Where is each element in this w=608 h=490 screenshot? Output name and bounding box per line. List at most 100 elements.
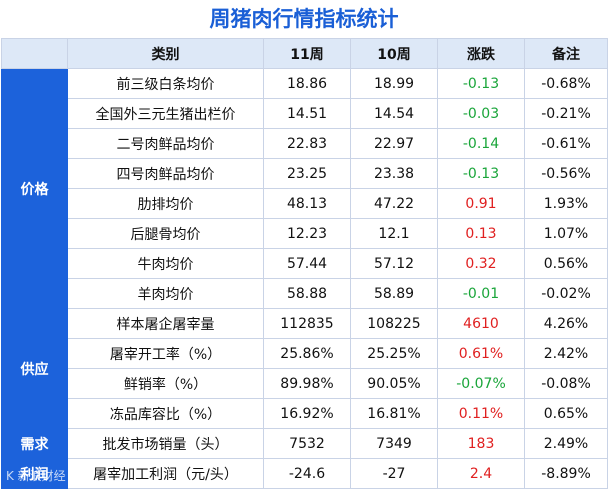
group-label: 价格 xyxy=(1,68,68,309)
note-cell: -0.56% xyxy=(524,158,608,189)
week-10-cell: 57.12 xyxy=(350,248,438,279)
note-cell: -0.02% xyxy=(524,278,608,309)
week-11-cell: 58.88 xyxy=(263,278,351,309)
change-cell: 0.91 xyxy=(437,188,525,219)
week-11-cell: 7532 xyxy=(263,428,351,459)
week-10-cell: 23.38 xyxy=(350,158,438,189)
week-10-cell: 47.22 xyxy=(350,188,438,219)
week-11-cell: 18.86 xyxy=(263,68,351,99)
row-name-cell: 冻品库容比（%） xyxy=(67,398,264,429)
note-cell: -8.89% xyxy=(524,458,608,489)
row-name-cell: 批发市场销量（头） xyxy=(67,428,264,459)
week-10-cell: 7349 xyxy=(350,428,438,459)
week-11-cell: 57.44 xyxy=(263,248,351,279)
week-10-cell: 18.99 xyxy=(350,68,438,99)
change-cell: 4610 xyxy=(437,308,525,339)
table-row: 鲜销率（%） 89.98% 90.05% -0.07% -0.08% xyxy=(2,368,608,399)
change-cell: -0.13 xyxy=(437,68,525,99)
header-category: 类别 xyxy=(67,38,264,69)
week-10-cell: 12.1 xyxy=(350,218,438,249)
note-cell: -0.61% xyxy=(524,128,608,159)
change-cell: 0.32 xyxy=(437,248,525,279)
group-label: 需求 xyxy=(1,428,68,459)
change-cell: 183 xyxy=(437,428,525,459)
row-name-cell: 后腿骨均价 xyxy=(67,218,264,249)
table-row: 供应 样本屠企屠宰量 112835 108225 4610 4.26% xyxy=(1,308,608,429)
week-10-cell: 22.97 xyxy=(350,128,438,159)
note-cell: 2.49% xyxy=(524,428,608,459)
week-10-cell: 108225 xyxy=(350,308,438,339)
week-11-cell: 89.98% xyxy=(263,368,351,399)
week-11-cell: 48.13 xyxy=(263,188,351,219)
note-cell: 4.26% xyxy=(524,308,608,339)
watermark: K 新浪财经 xyxy=(6,469,66,483)
note-cell: 1.07% xyxy=(524,218,608,249)
row-name-cell: 鲜销率（%） xyxy=(67,368,264,399)
table-row: 羊肉均价 58.88 58.89 -0.01 -0.02% xyxy=(2,278,608,309)
header-note: 备注 xyxy=(524,38,608,69)
week-10-cell: 90.05% xyxy=(350,368,438,399)
week-10-cell: 25.25% xyxy=(350,338,438,369)
change-cell: -0.13 xyxy=(437,158,525,189)
change-cell: 0.11% xyxy=(437,398,525,429)
table-row: 全国外三元生猪出栏价 14.51 14.54 -0.03 -0.21% xyxy=(2,98,608,129)
group-label: 供应 xyxy=(1,308,68,429)
change-cell: 2.4 xyxy=(437,458,525,489)
week-11-cell: 12.23 xyxy=(263,218,351,249)
row-name-cell: 牛肉均价 xyxy=(67,248,264,279)
table-body: 价格 前三级白条均价 18.86 18.99 -0.13 -0.68% 全国外三元生猪出栏价… xyxy=(1,68,608,489)
row-name-cell: 前三级白条均价 xyxy=(67,68,264,99)
note-cell: -0.21% xyxy=(524,98,608,129)
header-change: 涨跌 xyxy=(437,38,525,69)
row-name-cell: 二号肉鲜品均价 xyxy=(67,128,264,159)
note-cell: 2.42% xyxy=(524,338,608,369)
change-cell: 0.13 xyxy=(437,218,525,249)
table-row: 肋排均价 48.13 47.22 0.91 1.93% xyxy=(2,188,608,219)
note-cell: 1.93% xyxy=(524,188,608,219)
table-row: 利润 屠宰加工利润（元/头） -24.6 -27 2.4 -8.89% xyxy=(1,458,608,489)
change-cell: -0.03 xyxy=(437,98,525,129)
week-10-cell: 58.89 xyxy=(350,278,438,309)
week-11-cell: 23.25 xyxy=(263,158,351,189)
change-cell: 0.61% xyxy=(437,338,525,369)
table-row: 冻品库容比（%） 16.92% 16.81% 0.11% 0.65% xyxy=(2,398,608,429)
row-name-cell: 样本屠企屠宰量 xyxy=(67,308,264,339)
header-week-10: 10周 xyxy=(350,38,438,69)
change-cell: -0.01 xyxy=(437,278,525,309)
week-10-cell: -27 xyxy=(350,458,438,489)
row-name-cell: 四号肉鲜品均价 xyxy=(67,158,264,189)
note-cell: 0.56% xyxy=(524,248,608,279)
week-11-cell: 14.51 xyxy=(263,98,351,129)
table-header-row: 类别 11周 10周 涨跌 备注 xyxy=(1,38,608,69)
header-week-11: 11周 xyxy=(263,38,351,69)
table-row: 二号肉鲜品均价 22.83 22.97 -0.14 -0.61% xyxy=(2,128,608,159)
page-title: 周猪肉行情指标统计 xyxy=(209,7,399,31)
row-name-cell: 全国外三元生猪出栏价 xyxy=(67,98,264,129)
header-corner xyxy=(1,38,68,69)
row-name-cell: 羊肉均价 xyxy=(67,278,264,309)
week-11-cell: -24.6 xyxy=(263,458,351,489)
pork-indicator-table: 类别 11周 10周 涨跌 备注 价格 前三级白条均价 18.86 18.99 -0.1… xyxy=(1,38,608,489)
week-11-cell: 112835 xyxy=(263,308,351,339)
row-name-cell: 屠宰加工利润（元/头） xyxy=(67,458,264,489)
group-label: 利润 xyxy=(1,458,68,489)
table-row: 需求 批发市场销量（头） 7532 7349 183 2.49% xyxy=(1,428,608,459)
note-cell: -0.08% xyxy=(524,368,608,399)
note-cell: -0.68% xyxy=(524,68,608,99)
row-name-cell: 肋排均价 xyxy=(67,188,264,219)
table-row: 价格 前三级白条均价 18.86 18.99 -0.13 -0.68% xyxy=(1,68,608,309)
week-11-cell: 16.92% xyxy=(263,398,351,429)
week-10-cell: 16.81% xyxy=(350,398,438,429)
change-cell: -0.07% xyxy=(437,368,525,399)
week-11-cell: 22.83 xyxy=(263,128,351,159)
change-cell: -0.14 xyxy=(437,128,525,159)
table-row: 后腿骨均价 12.23 12.1 0.13 1.07% xyxy=(2,218,608,249)
week-11-cell: 25.86% xyxy=(263,338,351,369)
table-row: 四号肉鲜品均价 23.25 23.38 -0.13 -0.56% xyxy=(2,158,608,189)
table-row: 牛肉均价 57.44 57.12 0.32 0.56% xyxy=(2,248,608,279)
row-name-cell: 屠宰开工率（%） xyxy=(67,338,264,369)
week-10-cell: 14.54 xyxy=(350,98,438,129)
table-row: 屠宰开工率（%） 25.86% 25.25% 0.61% 2.42% xyxy=(2,338,608,369)
note-cell: 0.65% xyxy=(524,398,608,429)
